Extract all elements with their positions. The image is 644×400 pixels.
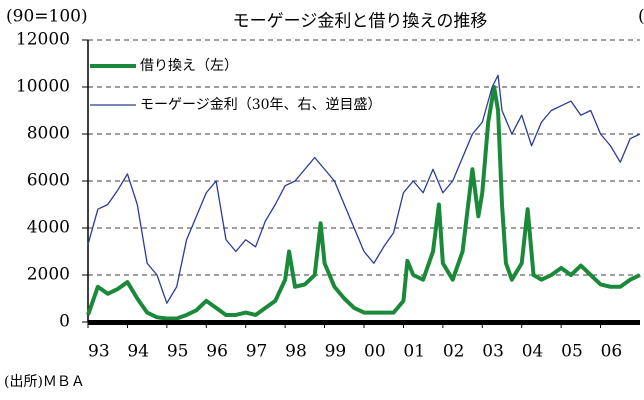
y-tick-label: 2000 bbox=[27, 265, 70, 285]
y-tick-label: 6000 bbox=[27, 171, 70, 191]
x-tick-label: 03 bbox=[482, 342, 504, 362]
x-tick-label: 95 bbox=[167, 342, 189, 362]
x-tick-label: 96 bbox=[206, 342, 228, 362]
x-axis bbox=[88, 320, 640, 325]
x-tick-label: 04 bbox=[522, 342, 544, 362]
chart-title: モーゲージ金利と借り換えの推移 bbox=[233, 12, 488, 32]
y-tick-label: 8000 bbox=[27, 124, 70, 144]
legend-label: 借り換え（左） bbox=[140, 58, 238, 74]
x-tick-label: 97 bbox=[246, 342, 268, 362]
y-tick-label: 4000 bbox=[27, 218, 70, 238]
x-tick-label: 00 bbox=[364, 342, 386, 362]
y-axis-label: (90=100) bbox=[6, 7, 88, 27]
x-tick-label: 02 bbox=[443, 342, 465, 362]
x-tick-label: 06 bbox=[601, 342, 623, 362]
x-tick-label: 99 bbox=[325, 342, 347, 362]
y-tick-label: 10000 bbox=[16, 77, 70, 97]
x-tick-label: 01 bbox=[403, 342, 425, 362]
x-tick-label: 05 bbox=[561, 342, 583, 362]
legend-label: モーゲージ金利（30年、右、逆目盛） bbox=[140, 97, 382, 113]
source: (出所)ＭＢＡ bbox=[4, 374, 85, 390]
x-tick-label: 94 bbox=[127, 342, 149, 362]
y2-axis-label: ( bbox=[638, 7, 644, 27]
x-tick-label: 98 bbox=[285, 342, 307, 362]
series-line bbox=[87, 74, 641, 304]
y-tick-label: 12000 bbox=[16, 30, 70, 50]
series-line bbox=[86, 85, 641, 321]
y-tick-label: 0 bbox=[59, 312, 70, 332]
x-tick-label: 93 bbox=[88, 342, 110, 362]
